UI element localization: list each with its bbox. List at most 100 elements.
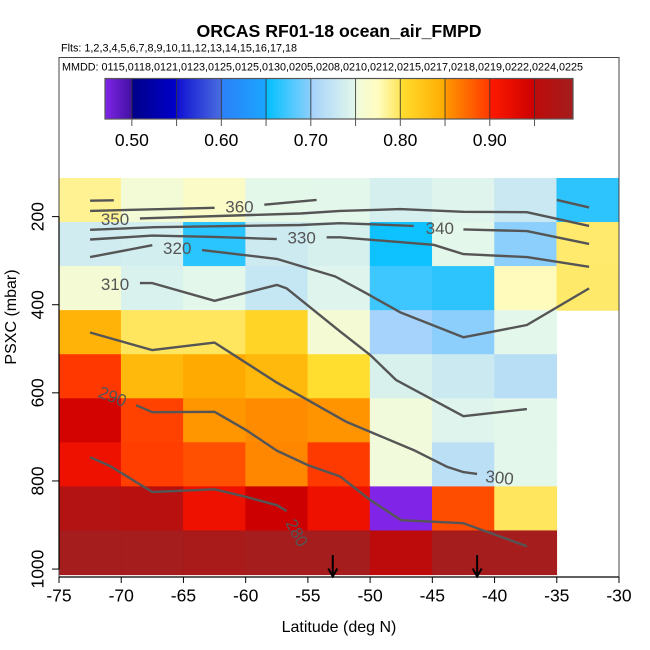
heatmap-cell bbox=[307, 354, 371, 399]
contour-line bbox=[463, 228, 590, 246]
contour-lines bbox=[89, 198, 590, 548]
heatmap-cell bbox=[432, 266, 495, 311]
contour-label: 330 bbox=[287, 229, 315, 248]
contour-label: 310 bbox=[101, 275, 129, 294]
heatmap-cell bbox=[307, 222, 371, 267]
heatmap-cell bbox=[369, 530, 433, 576]
x-tick-label: -35 bbox=[544, 586, 569, 606]
heatmap-cell bbox=[556, 177, 620, 223]
heatmap-cell bbox=[183, 530, 246, 576]
x-tick-label: -60 bbox=[233, 586, 259, 606]
heatmap-cell bbox=[183, 486, 246, 532]
y-tick-label: 200 bbox=[28, 202, 48, 231]
colorbar-tick-label: 0.70 bbox=[294, 130, 328, 150]
heatmap-cell bbox=[369, 486, 433, 532]
heatmap-cell bbox=[245, 354, 309, 399]
colorbar-segment bbox=[445, 78, 491, 119]
contour-line bbox=[139, 207, 590, 228]
heatmap-cell bbox=[307, 530, 371, 576]
flights-subtitle: Flts: 1,2,3,4,5,6,7,8,9,10,11,12,13,14,1… bbox=[61, 43, 297, 55]
axes: -75 -70 -65 -60 -55 -50 -45 -40 -35 -30 200 400 600 8… bbox=[28, 202, 632, 606]
heatmap-cell bbox=[494, 398, 558, 443]
heatmap-cell bbox=[369, 442, 433, 487]
colorbar-segment bbox=[131, 78, 177, 119]
heatmap-cell bbox=[494, 354, 558, 399]
colorbar-segment bbox=[266, 78, 312, 119]
heatmap-cell bbox=[245, 486, 309, 532]
x-tick-label: -40 bbox=[482, 586, 508, 606]
contour-line bbox=[135, 404, 528, 548]
contour-label: 300 bbox=[484, 467, 514, 489]
y-tick-label: 800 bbox=[28, 466, 48, 495]
heatmap-cell bbox=[369, 398, 433, 443]
dates-annotation: MMDD: 0115,0118,0121,0123,0125,0125,0130… bbox=[62, 62, 583, 74]
y-axis-title: PSXC (mbar) bbox=[3, 269, 20, 364]
contour-line bbox=[326, 236, 590, 268]
contour-label: 320 bbox=[163, 239, 191, 258]
contour-line bbox=[89, 456, 288, 512]
heatmap-cell bbox=[58, 398, 122, 443]
heatmap-cell bbox=[432, 177, 495, 223]
contour-line bbox=[90, 222, 414, 231]
heatmap-cell bbox=[307, 177, 371, 223]
contour-line bbox=[139, 281, 528, 418]
heatmap-cell bbox=[183, 398, 246, 443]
contour-line bbox=[201, 248, 590, 339]
colorbar-tick-label: 0.90 bbox=[473, 130, 507, 150]
y-tick-label: 1000 bbox=[28, 549, 48, 588]
contour-line bbox=[89, 331, 478, 476]
colorbar-frame bbox=[104, 77, 574, 120]
contour-line bbox=[556, 198, 590, 209]
heatmap-cell bbox=[432, 354, 495, 399]
heatmap-cell bbox=[120, 398, 184, 443]
contour-line bbox=[90, 234, 277, 241]
heatmap-cell bbox=[245, 310, 309, 355]
contour-label: 340 bbox=[426, 219, 454, 238]
x-tick-label: -65 bbox=[171, 586, 196, 606]
heatmap-cell bbox=[183, 442, 246, 487]
contour-line bbox=[264, 198, 317, 206]
heatmap-cell bbox=[183, 266, 246, 311]
colorbar-segment bbox=[355, 78, 401, 119]
heatmap-cell bbox=[494, 266, 558, 311]
heatmap-cell bbox=[494, 486, 558, 532]
heatmap-cell bbox=[432, 530, 495, 576]
colorbar-tick-label: 0.60 bbox=[204, 130, 238, 150]
heatmap-cell bbox=[494, 530, 558, 576]
heatmap-cell bbox=[58, 442, 122, 487]
chart-title: ORCAS RF01-18 ocean_air_FMPD bbox=[196, 21, 481, 41]
x-tick-label: -30 bbox=[606, 586, 632, 606]
y-tick-label: 400 bbox=[28, 290, 48, 319]
contour-label: 360 bbox=[225, 197, 253, 216]
colorbar-segment bbox=[489, 78, 535, 119]
colorbar-tick-label: 0.50 bbox=[115, 130, 149, 150]
colorbar-segment bbox=[400, 78, 446, 119]
x-tick-label: -45 bbox=[420, 586, 445, 606]
heatmap-cell bbox=[494, 177, 558, 223]
heatmap-cell bbox=[120, 442, 184, 487]
y-tick-label: 600 bbox=[28, 378, 48, 407]
heatmap-cell bbox=[307, 442, 371, 487]
contour-label: 350 bbox=[101, 210, 129, 229]
colorbar-segment bbox=[534, 78, 574, 119]
heatmap-cell bbox=[494, 442, 558, 487]
colorbar-segment bbox=[221, 78, 267, 119]
x-tick-label: -50 bbox=[357, 586, 383, 606]
heatmap-cell bbox=[369, 177, 433, 223]
heatmap-cell bbox=[307, 266, 371, 311]
x-axis-title: Latitude (deg N) bbox=[282, 619, 397, 636]
heatmap-cell bbox=[369, 354, 433, 399]
colorbar: 0.50 0.60 0.70 0.80 0.90 bbox=[104, 77, 574, 150]
heatmap-cell bbox=[369, 310, 433, 355]
heatmap-cell bbox=[183, 354, 246, 399]
heatmap-cell bbox=[183, 310, 246, 355]
x-tick-label: -70 bbox=[109, 586, 135, 606]
heatmap-cell bbox=[58, 266, 122, 311]
heatmap-cell bbox=[245, 266, 309, 311]
contour-line bbox=[90, 206, 215, 213]
colorbar-tick-label: 0.80 bbox=[383, 130, 417, 150]
heatmap-cell bbox=[120, 354, 184, 399]
heatmap-cell bbox=[494, 310, 558, 355]
